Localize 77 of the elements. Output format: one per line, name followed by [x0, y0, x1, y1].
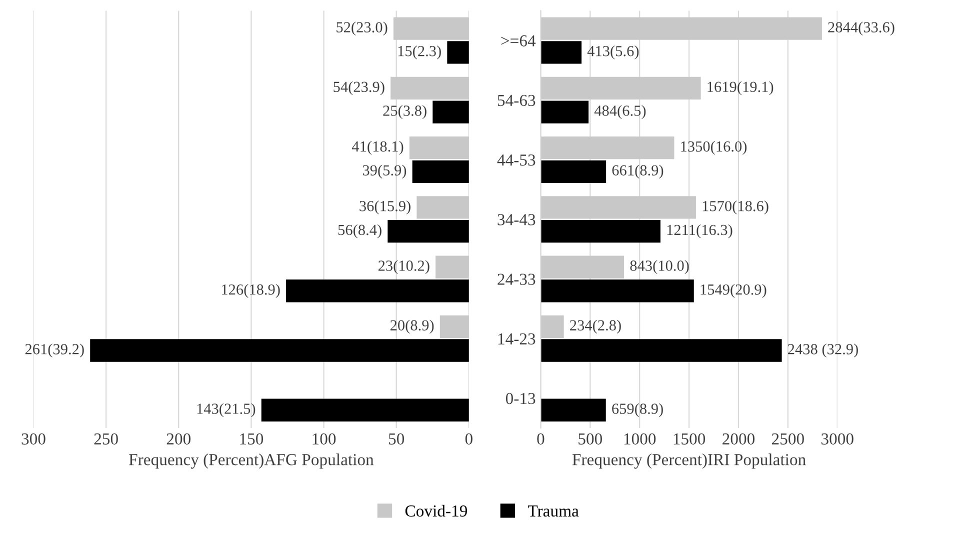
- bar: [540, 196, 696, 219]
- data-label: 39(5.9): [362, 164, 406, 179]
- data-label: 41(18.1): [352, 140, 404, 155]
- x-tick-label: 1000: [624, 433, 656, 445]
- data-label: 659(8.9): [612, 403, 663, 418]
- legend-label: Trauma: [528, 506, 579, 517]
- bar: [432, 100, 469, 124]
- x-tick-label: 3000: [822, 433, 854, 445]
- y-tick-label: 44-53: [497, 154, 536, 166]
- data-label: 52(23.0): [336, 22, 388, 36]
- x-tick-label: 250: [94, 433, 118, 445]
- bar: [412, 160, 469, 183]
- bar: [90, 339, 469, 362]
- bar: [540, 398, 606, 422]
- x-tick-label: 1500: [674, 433, 706, 445]
- data-label: 843(10.0): [630, 260, 689, 274]
- data-label: 126(18.9): [222, 284, 280, 298]
- bar: [540, 76, 701, 100]
- bar: [540, 256, 624, 278]
- bar: [540, 339, 782, 362]
- data-label: 20(8.9): [390, 320, 434, 334]
- bar: [440, 315, 469, 338]
- bar: [416, 196, 469, 219]
- bar: [540, 136, 674, 160]
- y-tick-label: 24-33: [498, 274, 536, 285]
- data-label: 413(5.6): [587, 46, 639, 60]
- data-label: 1211(16.3): [667, 224, 732, 238]
- x-tick-label: 2500: [772, 433, 804, 445]
- data-label: 661(8.9): [612, 164, 664, 179]
- bar: [261, 398, 469, 422]
- bar: [286, 280, 469, 302]
- bar: [540, 315, 564, 338]
- bar: [390, 76, 469, 100]
- data-label: 1350(16.0): [681, 140, 747, 155]
- y-tick-label: 0-13: [506, 392, 536, 404]
- data-label: 1549(20.9): [700, 284, 766, 298]
- bar: [540, 220, 660, 243]
- data-label: 234(2.8): [570, 320, 621, 334]
- data-label: 261(39.2): [25, 344, 84, 358]
- x-axis-title: Frequency (Percent)AFG Population: [129, 454, 374, 469]
- bar: [540, 100, 589, 124]
- bar: [436, 256, 469, 278]
- data-label: 15(2.3): [398, 46, 441, 60]
- bar: [409, 136, 469, 160]
- x-tick-label: 0: [465, 433, 472, 445]
- y-tick-label: 54-63: [498, 94, 536, 106]
- data-label: 2438 (32.9): [788, 344, 858, 358]
- data-label: 1570(18.6): [702, 200, 768, 214]
- bar: [393, 17, 469, 40]
- bar: [540, 280, 694, 302]
- data-label: 25(3.8): [383, 105, 426, 119]
- data-label: 1619(19.1): [708, 81, 774, 96]
- data-label: 2844(33.6): [828, 22, 894, 36]
- y-tick-label: 34-43: [498, 214, 536, 226]
- x-axis-title: Frequency (Percent)IRI Population: [572, 454, 806, 469]
- data-label: 36(15.9): [360, 200, 410, 214]
- data-label: 56(8.4): [338, 224, 382, 238]
- bar: [540, 41, 582, 64]
- x-tick-label: 500: [578, 433, 602, 445]
- bar: [540, 160, 606, 183]
- data-label: 54(23.9): [334, 81, 384, 96]
- x-tick-label: 50: [388, 433, 404, 445]
- x-tick-label: 300: [22, 433, 46, 445]
- data-label: 23(10.2): [378, 260, 430, 274]
- x-tick-label: 2000: [722, 433, 755, 445]
- bar: [540, 17, 822, 40]
- data-label: 143(21.5): [197, 403, 256, 418]
- data-label: 484(6.5): [594, 105, 646, 119]
- x-tick-label: 0: [537, 433, 544, 445]
- x-tick-label: 100: [312, 433, 336, 445]
- y-tick-label: >=64: [501, 35, 536, 46]
- legend-label: Covid-19: [405, 504, 468, 517]
- x-tick-label: 200: [166, 433, 191, 445]
- bar: [447, 41, 469, 64]
- x-tick-label: 150: [240, 433, 264, 445]
- y-tick-label: 14-23: [498, 333, 536, 345]
- bar: [388, 220, 469, 243]
